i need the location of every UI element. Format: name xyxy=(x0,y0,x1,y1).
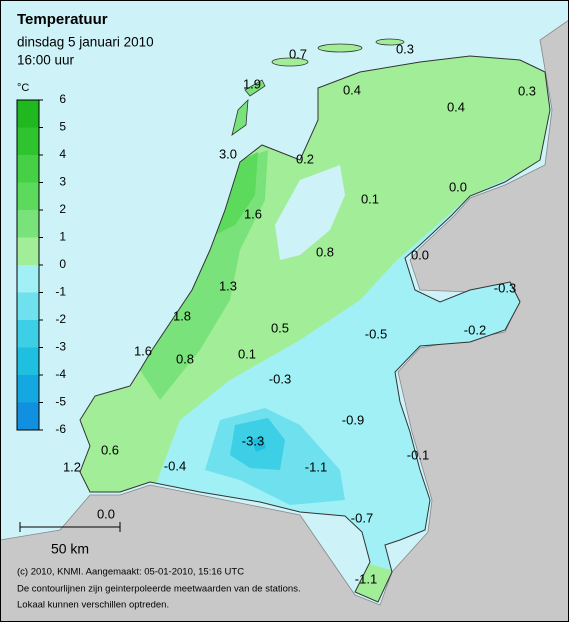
island xyxy=(375,38,405,46)
scale-label: 50 km xyxy=(51,541,89,557)
legend-tick-label: 4 xyxy=(59,147,66,161)
legend-swatch xyxy=(17,265,39,293)
station-value: -0.7 xyxy=(351,510,373,525)
station-value: -3.3 xyxy=(242,433,264,448)
legend-tick-label: 0 xyxy=(59,257,66,271)
legend-tick-label: 6 xyxy=(59,92,66,106)
legend-swatch xyxy=(17,292,39,320)
legend-tick-label: 1 xyxy=(59,230,66,244)
station-value: 1.3 xyxy=(219,278,237,293)
station-value: -0.1 xyxy=(407,447,429,462)
station-value: 1.6 xyxy=(134,343,152,358)
station-value: 1.2 xyxy=(63,459,81,474)
station-value: 0.0 xyxy=(449,179,467,194)
footer-line: Lokaal kunnen verschillen optreden. xyxy=(17,600,169,611)
island xyxy=(244,79,266,97)
date: dinsdag 5 januari 2010 xyxy=(17,35,154,50)
station-value: -0.2 xyxy=(464,322,486,337)
station-value: 0.3 xyxy=(518,83,536,98)
legend-swatch xyxy=(17,155,39,183)
station-value: 0.8 xyxy=(176,351,194,366)
legend-swatch xyxy=(17,182,39,210)
legend-tick-label: -4 xyxy=(55,367,66,381)
station-value: 0.1 xyxy=(238,346,256,361)
station-value: 0.0 xyxy=(97,506,115,521)
legend-tick-label: 2 xyxy=(59,202,66,216)
station-value: 0.0 xyxy=(411,247,429,262)
station-value: -1.1 xyxy=(305,459,327,474)
station-value: 1.8 xyxy=(173,308,191,323)
station-value: 0.3 xyxy=(396,41,414,56)
legend-tick-label: 5 xyxy=(59,120,66,134)
footer-line: (c) 2010, KNMI. Aangemaakt: 05-01-2010, … xyxy=(17,567,244,578)
legend-swatch xyxy=(17,100,39,128)
legend: 6 5 4 3 2 1 0 -1 -2 -3 -4 -5 -6 xyxy=(16,92,66,436)
station-value: 0.7 xyxy=(289,46,307,61)
island xyxy=(317,43,363,53)
station-value: -0.3 xyxy=(269,371,291,386)
station-value: 1.9 xyxy=(243,76,261,91)
station-value: -1.1 xyxy=(355,571,377,586)
island xyxy=(271,57,309,67)
station-value: -0.3 xyxy=(494,280,516,295)
zone-m3-m4 xyxy=(252,435,266,452)
country-border xyxy=(79,55,551,603)
legend-tick-label: -3 xyxy=(55,340,66,354)
ijsselmeer xyxy=(275,165,345,260)
station-value: 0.2 xyxy=(296,151,314,166)
zone-2-3 xyxy=(215,152,258,235)
station-value: -0.4 xyxy=(164,458,186,473)
station-value: 1.6 xyxy=(244,206,262,221)
island xyxy=(231,98,249,136)
station-value: 0.4 xyxy=(343,82,361,97)
neighbour-land xyxy=(0,19,569,622)
legend-tick-label: -1 xyxy=(55,285,66,299)
legend-swatch xyxy=(17,127,39,155)
time: 16:00 uur xyxy=(17,53,75,68)
title: Temperatuur xyxy=(17,11,108,28)
legend-swatch xyxy=(17,210,39,238)
station-value: 0.6 xyxy=(101,442,119,457)
legend-tick-label: -5 xyxy=(55,395,66,409)
station-value: -0.5 xyxy=(365,326,387,341)
legend-swatch xyxy=(17,320,39,348)
station-value: 0.4 xyxy=(447,99,465,114)
legend-tick-label: -6 xyxy=(55,422,66,436)
legend-tick-label: -2 xyxy=(55,312,66,326)
stations: 0.7 0.3 1.9 0.4 0.3 0.4 3.0 0.2 0.0 0.1 1.6 0.8 0.0 -… xyxy=(63,41,536,586)
legend-swatch xyxy=(17,237,39,265)
station-value: 0.1 xyxy=(361,191,379,206)
station-value: 0.8 xyxy=(316,244,334,259)
station-value: 0.5 xyxy=(271,320,289,335)
legend-swatch xyxy=(17,347,39,375)
station-value: -0.9 xyxy=(342,412,364,427)
legend-swatch xyxy=(17,375,39,403)
station-value: 3.0 xyxy=(219,146,237,161)
legend-unit: °C xyxy=(17,82,29,94)
legend-swatch xyxy=(17,402,39,430)
wadden-islands xyxy=(231,38,405,136)
legend-tick-label: 3 xyxy=(59,175,66,189)
footer-line: De contourlijnen zijn geinterpoleerde me… xyxy=(17,584,301,595)
